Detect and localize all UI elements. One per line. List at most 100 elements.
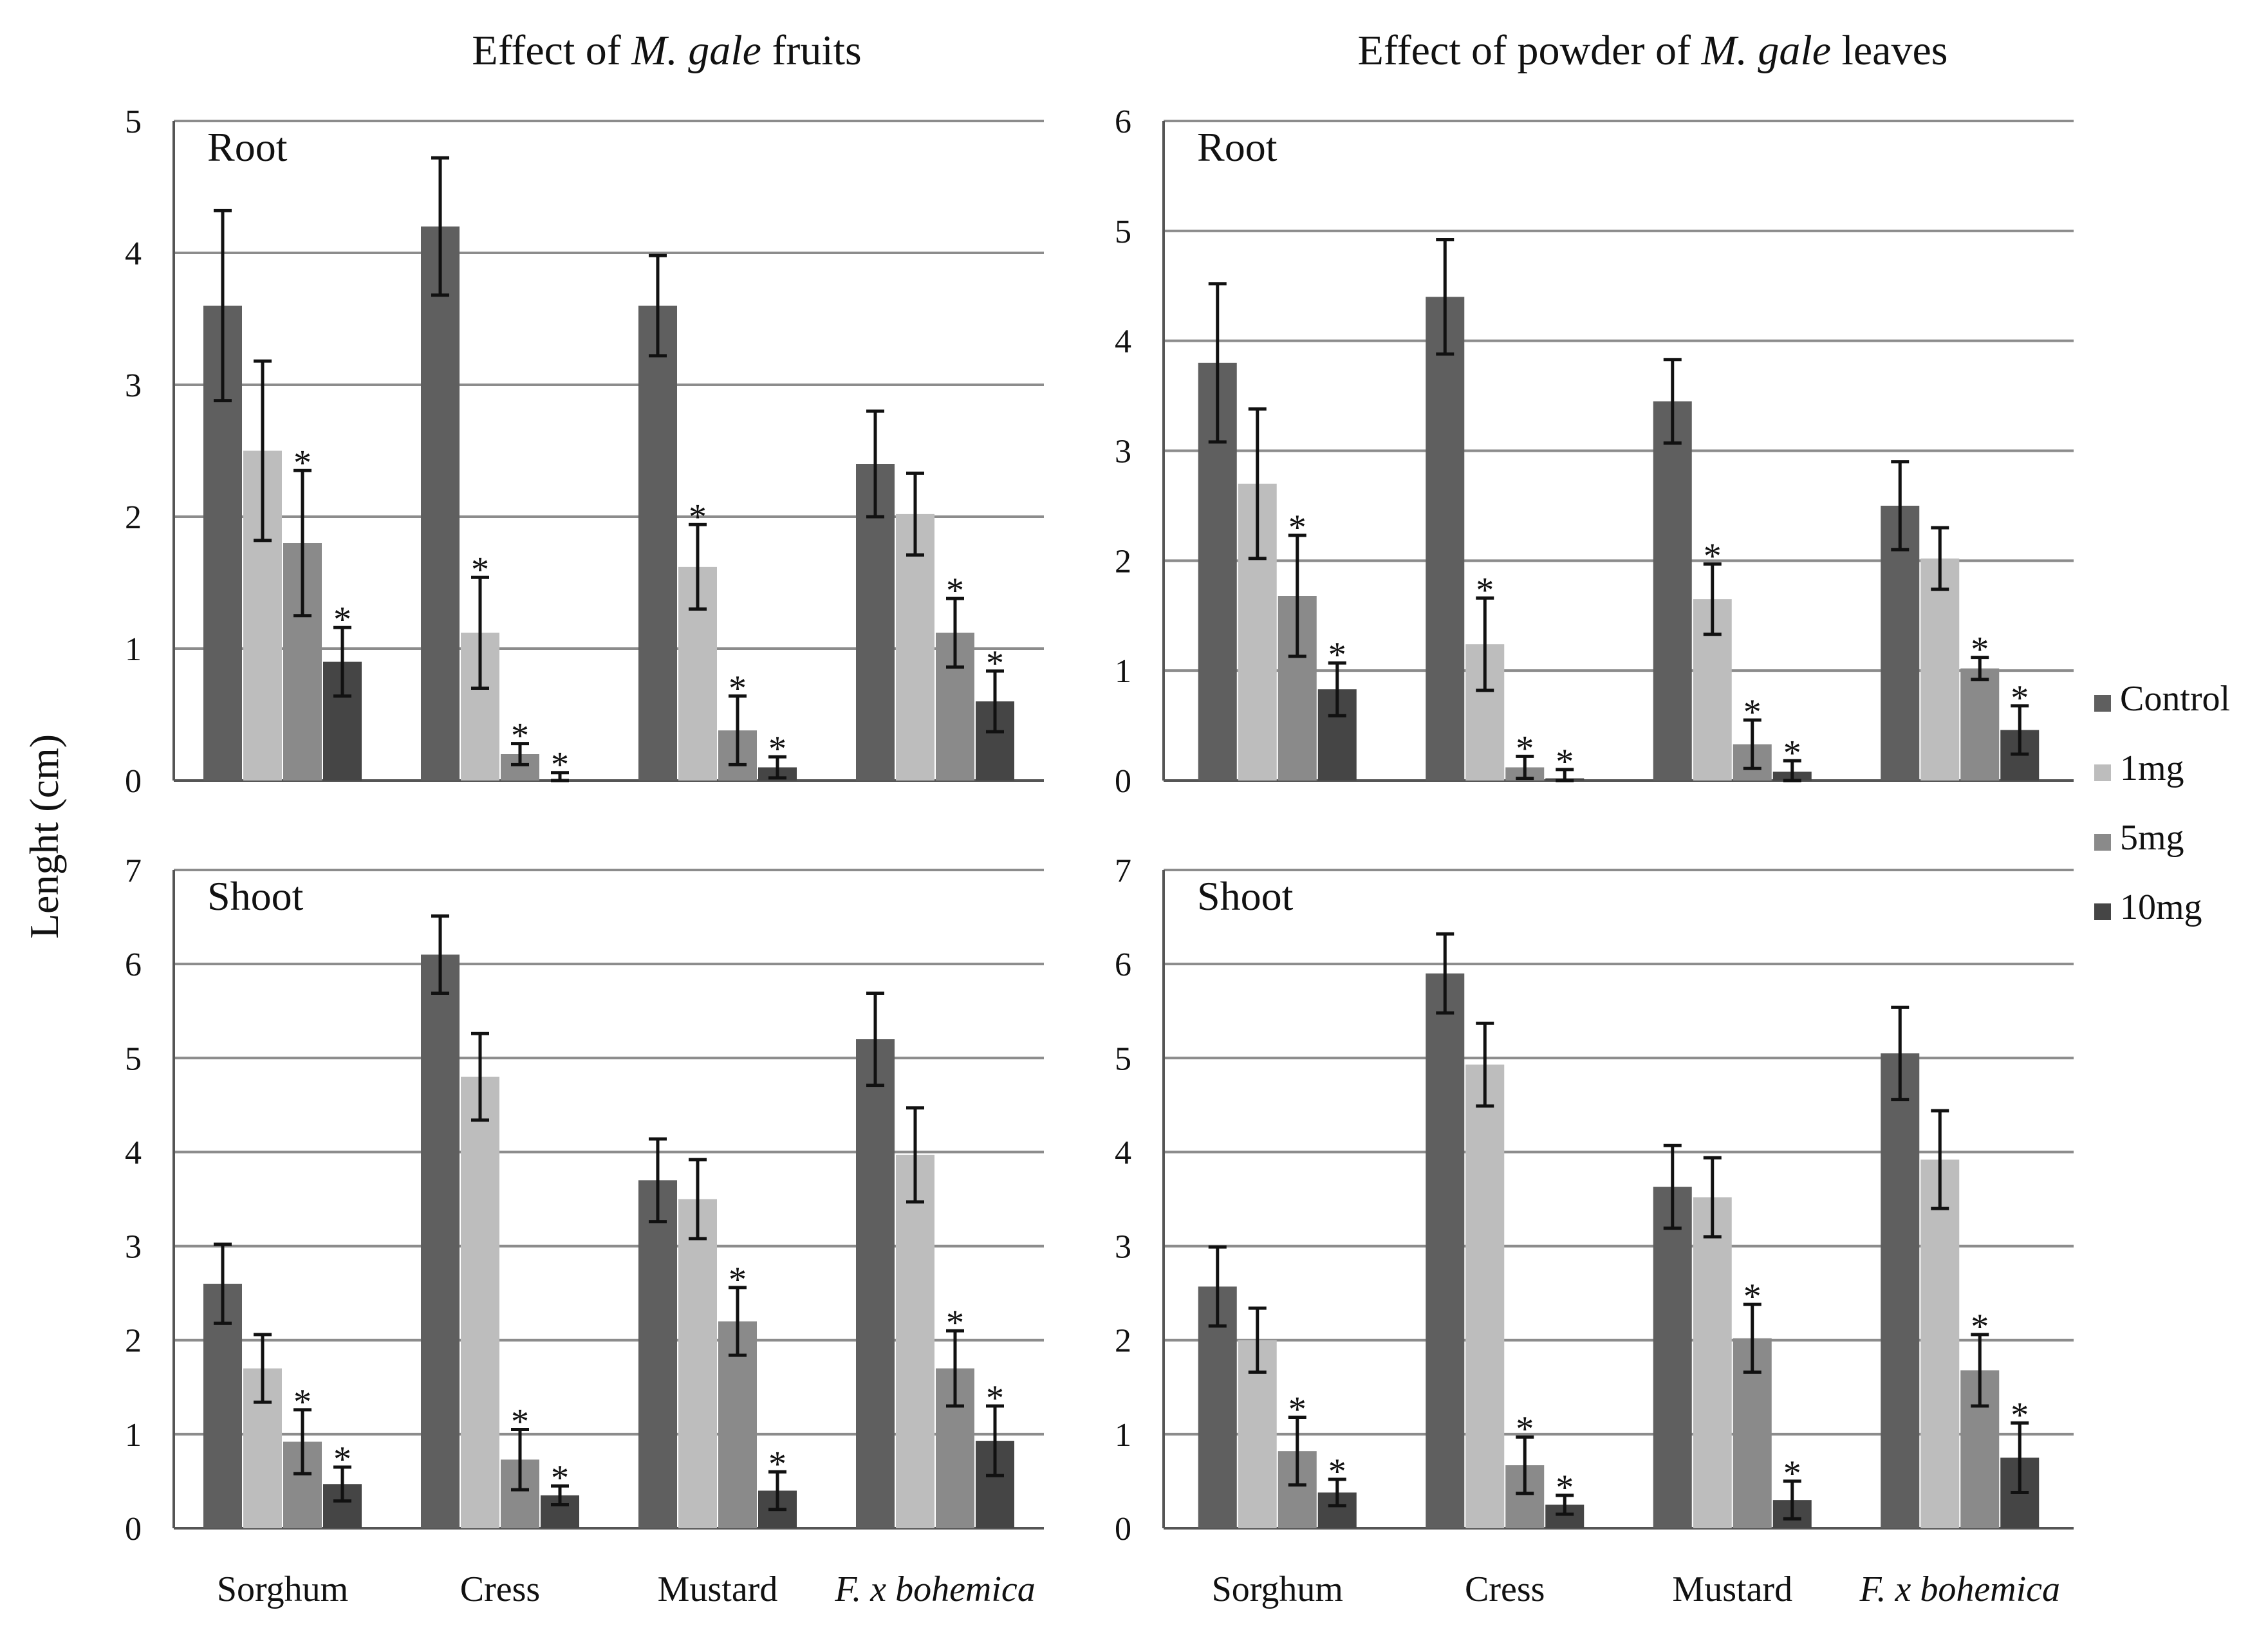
y-tick-label: 7 — [125, 853, 142, 889]
significance-star: * — [986, 1378, 1004, 1418]
error-bar — [1516, 754, 1534, 781]
bar-cress-control — [1426, 973, 1465, 1528]
y-tick-label: 0 — [125, 1511, 142, 1548]
error-bar — [1556, 768, 1574, 782]
y-tick-label: 4 — [125, 236, 142, 272]
significance-star: * — [729, 669, 747, 708]
error-bar — [1208, 1245, 1227, 1328]
significance-star: * — [333, 600, 351, 640]
error-bar — [471, 575, 489, 690]
error-bar — [1743, 718, 1761, 770]
legend-label: 5mg — [2120, 818, 2184, 858]
significance-star: * — [293, 1382, 311, 1422]
error-bar — [2011, 704, 2029, 756]
error-bar — [1783, 759, 1801, 782]
significance-star: * — [1704, 536, 1722, 576]
significance-star: * — [1516, 1409, 1534, 1449]
column-title-species: M. gale — [631, 27, 761, 74]
bar-f-x-bohemica-1mg — [1920, 1160, 1960, 1528]
bar-cress-control — [421, 227, 460, 781]
y-tick-label: 6 — [1115, 104, 1131, 140]
column-title-prefix: Effect of — [472, 27, 631, 74]
legend-label: 1mg — [2120, 748, 2184, 788]
error-bar — [551, 771, 569, 782]
significance-star: * — [1783, 733, 1801, 773]
y-tick-label: 3 — [125, 367, 142, 404]
y-tick-label: 5 — [1115, 1040, 1131, 1077]
y-tick-label: 4 — [1115, 1134, 1131, 1171]
significance-star: * — [2011, 1395, 2029, 1435]
significance-star: * — [1288, 508, 1306, 548]
legend-swatch — [2094, 764, 2111, 781]
significance-star: * — [1556, 742, 1574, 782]
legend-item-5mg: 5mg — [2094, 818, 2184, 858]
category-label: Cress — [1465, 1569, 1545, 1609]
error-bar — [1516, 1435, 1534, 1495]
significance-star: * — [689, 497, 707, 537]
panel-1-root: 0 1 2 3 4 5 6 Root * * * * * * * * * * — [1115, 104, 2074, 800]
bar-f-x-bohemica-1mg — [896, 513, 934, 781]
y-tick-label: 0 — [1115, 763, 1131, 800]
error-bar — [1288, 533, 1306, 658]
category-label: Mustard — [1672, 1569, 1792, 1609]
legend-item-control: Control — [2094, 679, 2230, 719]
significance-star: * — [511, 716, 529, 756]
bar-mustard-control — [1653, 1187, 1692, 1528]
category-label: F. x bohemica — [834, 1569, 1036, 1609]
y-tick-label: 1 — [1115, 653, 1131, 690]
significance-star: * — [333, 1439, 351, 1479]
legend-item-10mg: 10mg — [2094, 887, 2202, 927]
significance-star: * — [1328, 635, 1346, 675]
y-tick-label: 3 — [1115, 1229, 1131, 1266]
y-axis-label: Lenght (cm) — [21, 734, 67, 939]
y-tick-label: 0 — [1115, 1511, 1131, 1548]
category-label: Sorghum — [217, 1569, 348, 1609]
y-tick-label: 2 — [1115, 1323, 1131, 1360]
bar-mustard-1mg — [1693, 1197, 1732, 1528]
error-bar — [1663, 1143, 1682, 1230]
error-bar — [768, 1470, 786, 1512]
error-bar — [214, 208, 232, 403]
error-bar — [729, 694, 747, 766]
error-bar — [1931, 1109, 1949, 1210]
error-bar — [1971, 656, 1989, 681]
error-bar — [1328, 661, 1346, 717]
bar-f-x-bohemica-1mg — [1920, 558, 1960, 781]
column-title-suffix: leaves — [1831, 27, 1947, 74]
legend-item-1mg: 1mg — [2094, 748, 2184, 788]
error-bar — [1288, 1416, 1306, 1487]
significance-star: * — [1783, 1454, 1801, 1493]
significance-star: * — [768, 1444, 786, 1484]
error-bar — [333, 625, 351, 698]
error-bar — [1703, 562, 1722, 636]
y-tick-label: 4 — [125, 1134, 142, 1171]
error-bar — [1248, 1306, 1267, 1374]
y-tick-label: 4 — [1115, 324, 1131, 360]
error-bar — [511, 1428, 529, 1492]
bar-mustard-control — [638, 1180, 677, 1528]
error-bar — [254, 359, 272, 542]
panel-1-shoot: 0 1 2 3 4 5 6 7 Shoot * * Sorghum * * Cress * * Mustard * *… — [1115, 853, 2074, 1609]
y-tick-label: 6 — [1115, 947, 1131, 983]
error-bar — [1556, 1493, 1574, 1516]
error-bar — [254, 1333, 272, 1404]
panel-label: Shoot — [207, 873, 304, 919]
y-tick-label: 1 — [1115, 1417, 1131, 1454]
column-title: Effect of powder of M. gale leaves — [1358, 27, 1948, 74]
significance-star: * — [1556, 1468, 1574, 1508]
panel-label: Root — [207, 124, 288, 170]
category-label: F. x bohemica — [1859, 1569, 2060, 1609]
error-bar — [768, 755, 786, 780]
y-tick-label: 5 — [1115, 214, 1131, 250]
panel-label: Root — [1197, 124, 1278, 170]
significance-star: * — [1743, 692, 1761, 732]
y-tick-label: 1 — [125, 1417, 142, 1454]
panels: 0 1 2 3 4 5 Root * * * * * * * * * * 0 1 2 3 4 5 6 7 Shoot * * Sorgh… — [125, 104, 2074, 1609]
column-title-prefix: Effect of powder of — [1358, 27, 1702, 74]
column-title-suffix: fruits — [761, 27, 862, 74]
bar-mustard-1mg — [678, 1199, 717, 1528]
legend-swatch — [2094, 903, 2111, 920]
significance-star: * — [551, 745, 569, 785]
error-bar — [1436, 238, 1455, 356]
error-bar — [729, 1286, 747, 1357]
